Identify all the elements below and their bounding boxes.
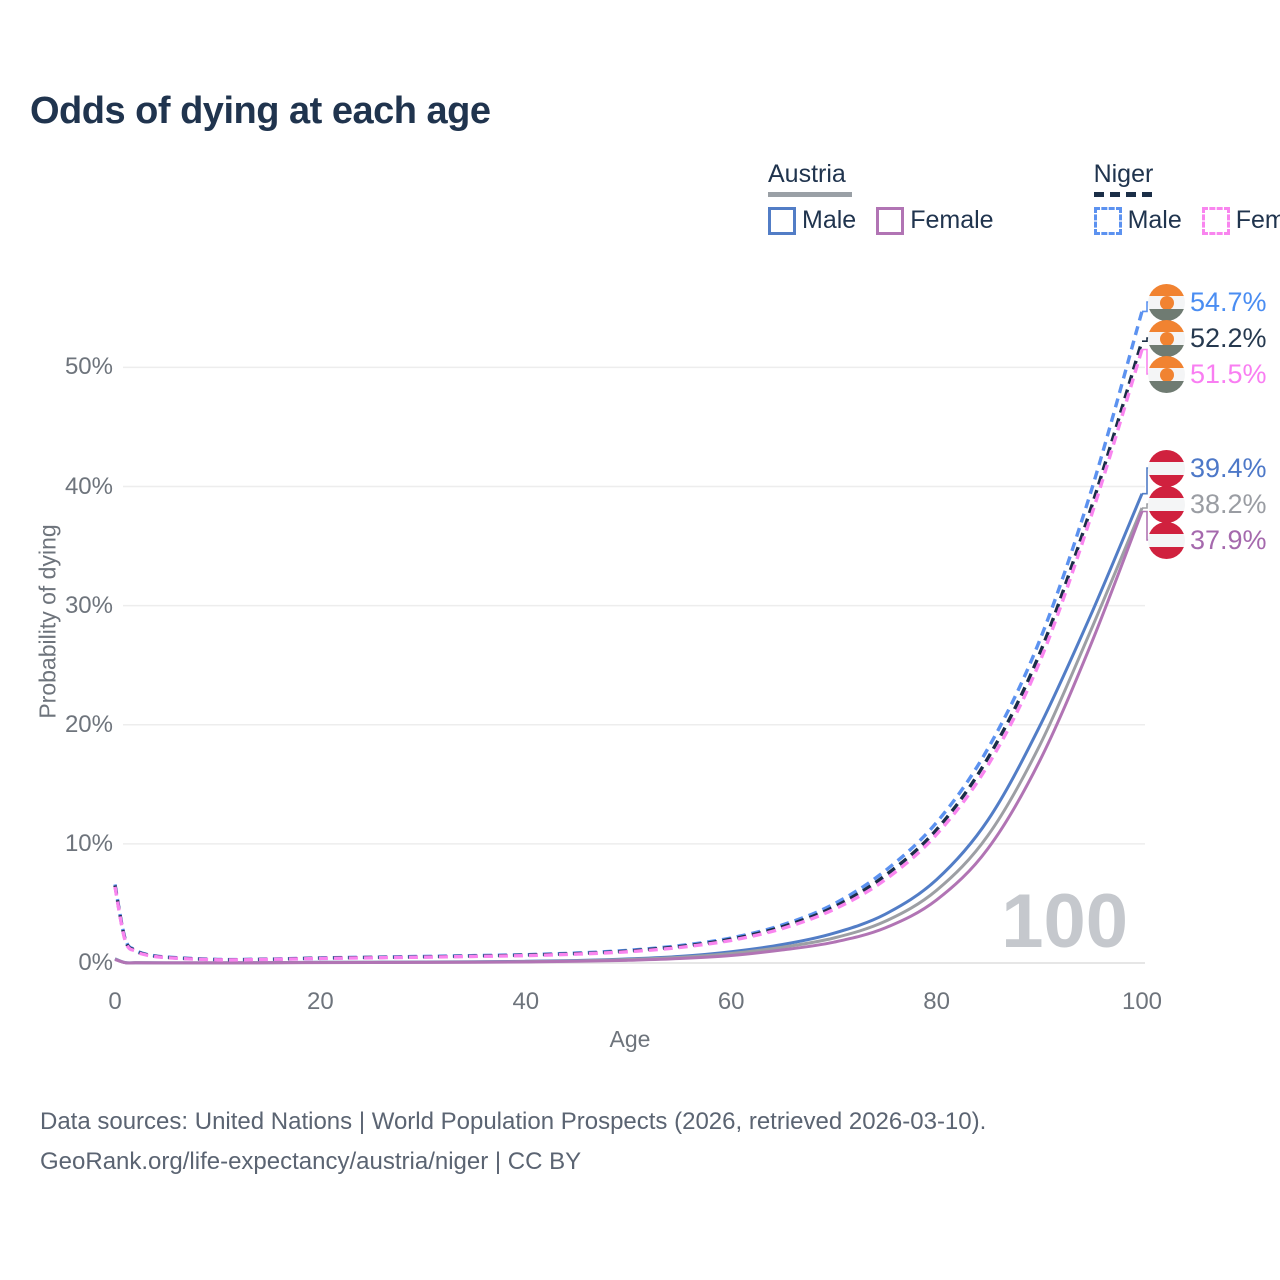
series-line-niger-both-sexes (113, 340, 1144, 962)
x-tick-60: 60 (717, 988, 745, 1015)
austria-female-checkbox-icon[interactable] (876, 206, 905, 235)
series-line-austria-male (114, 493, 1144, 965)
data-sources-text: Data sources: United Nations | World Pop… (40, 1108, 987, 1135)
y-tick-50%: 50% (64, 353, 113, 381)
legend: Austria Male Female Niger Male (768, 160, 1280, 235)
series-line-austria-female (114, 510, 1144, 965)
legend-group-niger: Niger Male Female (1093, 160, 1280, 235)
end-label-niger-male: 54.7% (1148, 284, 1267, 321)
legend-group-austria: Austria Male Female (768, 160, 994, 235)
legend-group-austria-title: Austria (768, 160, 846, 188)
austria-male-checkbox-icon[interactable] (768, 206, 796, 235)
x-tick-40: 40 (512, 988, 540, 1015)
legend-item-niger-female[interactable]: Female (1201, 206, 1280, 235)
end-label-niger-both: 52.2% (1148, 320, 1267, 357)
x-tick-0: 0 (108, 988, 122, 1015)
niger-flag-icon (1148, 356, 1185, 393)
y-tick-10%: 10% (64, 829, 113, 857)
end-label-niger-female: 51.5% (1148, 356, 1267, 393)
legend-item-niger-male[interactable]: Male (1093, 206, 1182, 235)
legend-item-austria-female[interactable]: Female (876, 206, 994, 235)
age-counter-watermark: 100 (1001, 879, 1128, 964)
legend-item-austria-male[interactable]: Male (768, 206, 856, 235)
y-tick-40%: 40% (64, 472, 113, 500)
x-tick-100: 100 (1121, 988, 1163, 1015)
end-label-austria-both: 38.2% (1148, 486, 1267, 523)
page-title: Odds of dying at each age (30, 90, 491, 132)
end-label-austria-male: 39.4% (1148, 450, 1267, 487)
y-tick-20%: 20% (64, 710, 113, 738)
series-line-austria-both-sexes (114, 507, 1144, 965)
x-axis-title: Age (609, 1026, 651, 1052)
y-tick-30%: 30% (64, 591, 113, 619)
niger-flag-icon (1148, 284, 1185, 321)
series-line-niger-male (113, 310, 1144, 962)
austria-flag-icon (1148, 522, 1185, 559)
series-line-niger-female (113, 349, 1144, 962)
austria-flag-icon (1148, 450, 1185, 487)
niger-male-checkbox-icon[interactable] (1093, 206, 1122, 235)
niger-flag-icon (1148, 320, 1185, 357)
end-label-austria-female: 37.9% (1148, 522, 1267, 559)
austria-flag-icon (1148, 486, 1185, 523)
niger-female-checkbox-icon[interactable] (1201, 206, 1230, 235)
x-tick-20: 20 (307, 988, 334, 1015)
y-tick-0%: 0% (78, 949, 113, 976)
austria-solid-line-swatch (768, 192, 852, 197)
y-axis-title: Probability of dying (34, 524, 61, 719)
legend-group-niger-title: Niger (1093, 160, 1154, 188)
niger-dashed-line-swatch (1093, 192, 1158, 197)
x-tick-80: 80 (923, 988, 950, 1015)
attribution-link-text[interactable]: GeoRank.org/life-expectancy/austria/nige… (40, 1148, 582, 1175)
